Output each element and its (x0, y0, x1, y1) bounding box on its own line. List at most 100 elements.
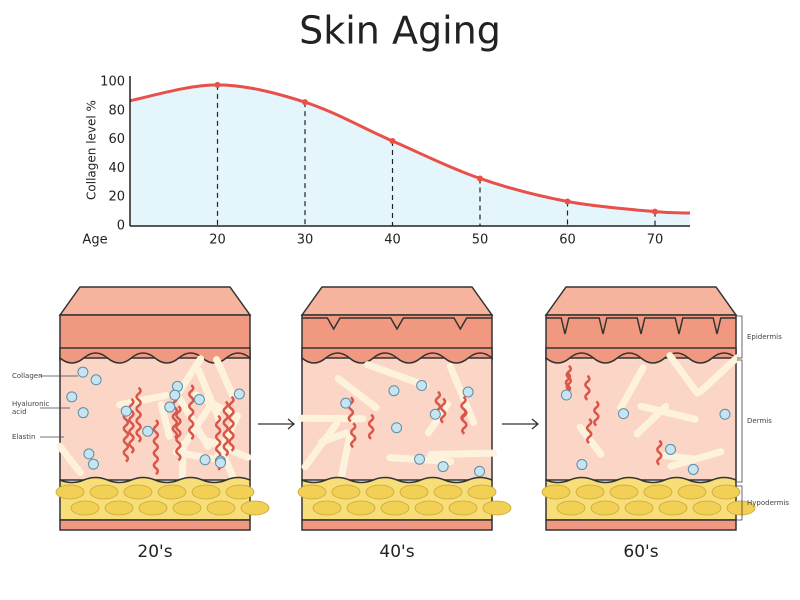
label: Elastin (12, 433, 35, 441)
arrow (502, 418, 540, 430)
collagen-fiber (116, 391, 170, 409)
fat-cell (609, 484, 639, 500)
fat-cell (658, 500, 688, 516)
base-layer (59, 519, 251, 531)
fat-cell (297, 484, 327, 500)
fat-cell (448, 500, 478, 516)
fat-cell (575, 484, 605, 500)
y-tick-label: 100 (100, 75, 125, 90)
elastin-fiber (222, 400, 229, 457)
fat-cell (399, 484, 429, 500)
hyaluronic-acid (77, 366, 89, 378)
hyaluronic-acid (164, 401, 176, 413)
fat-cell (380, 500, 410, 516)
point (564, 198, 571, 205)
fat-cell (331, 484, 361, 500)
x-tick-label: 50 (472, 233, 489, 248)
bracket (737, 359, 743, 483)
y-tick-label: 40 (108, 161, 125, 176)
fat-cell (55, 484, 85, 500)
panel-label: 60's (623, 542, 658, 562)
hyaluronic-acid (437, 461, 449, 473)
hyaluronic-acid (719, 408, 731, 420)
fat-cell (414, 500, 444, 516)
elastin-fiber (347, 396, 355, 423)
point (652, 208, 658, 215)
y-tick-label: 60 (108, 132, 125, 147)
collagen-fiber (364, 361, 430, 390)
collagen-fiber (202, 436, 252, 461)
fat-cell (711, 484, 741, 500)
x-tick-label: 30 (297, 233, 314, 248)
fat-cell (312, 500, 342, 516)
elastin-fiber (122, 406, 130, 463)
hyaluronic-acid (414, 453, 426, 465)
elastin-fiber (584, 374, 591, 401)
fat-cell (104, 500, 134, 516)
hyaluronic-acid (462, 386, 474, 398)
skin-panel: 20's (55, 286, 270, 562)
collagen-fiber (195, 366, 223, 424)
skin-panel: 60's (541, 286, 756, 562)
y-tick-label: 80 (108, 103, 125, 118)
label: Hypodermis (747, 499, 789, 507)
elastin-fiber (585, 417, 593, 444)
collagen-fiber (297, 414, 367, 423)
point (302, 99, 308, 106)
label: Dermis (747, 417, 772, 425)
point (477, 175, 483, 182)
x-axis-label: Age (82, 233, 107, 248)
surface-top (300, 286, 494, 316)
elastin-fiber (439, 397, 447, 424)
fat-cell (624, 500, 654, 516)
fat-cell (138, 500, 168, 516)
fat-cell (89, 484, 119, 500)
elastin-fiber (367, 413, 375, 440)
fat-cell (206, 500, 236, 516)
hyaluronic-acid (429, 408, 441, 420)
hyaluronic-acid (560, 389, 572, 401)
bracket (737, 315, 743, 359)
hyaluronic-acid (391, 422, 403, 434)
label: Hyaluronic (12, 400, 49, 408)
hyaluronic-acid (169, 389, 181, 401)
dermal-junction (545, 347, 737, 364)
hyaluronic-acid (90, 374, 102, 386)
fat-cell (225, 484, 255, 500)
bracket (737, 485, 743, 521)
y-axis-label: Collagen level % (85, 100, 99, 200)
collagen-fiber (446, 362, 478, 426)
collagen-fiber (213, 356, 236, 399)
wrinkle (302, 317, 492, 331)
wrinkle (546, 317, 736, 335)
fat-cell (346, 500, 376, 516)
hyaluronic-acid (665, 443, 677, 455)
fat-cell (240, 500, 270, 516)
collagen-fiber (178, 440, 188, 480)
hyaluronic-acid (120, 405, 132, 417)
chart: 0 20 40 60 80 100 20 30 40 50 60 70 Age Collagen leve… (82, 75, 691, 248)
hyaluronic-acid (193, 394, 205, 406)
collagen-fiber (334, 375, 380, 412)
fat-cell (123, 484, 153, 500)
arrow (258, 418, 296, 430)
y-tick-label: 20 (108, 190, 125, 205)
collagen-fiber (56, 442, 84, 477)
hyaluronic-acid (474, 465, 486, 477)
hyaluronic-acid (83, 448, 95, 460)
collagen-fiber (157, 400, 173, 440)
elastin-fiber (593, 400, 600, 427)
fat-cell (482, 500, 512, 516)
hyaluronic-acid (87, 458, 99, 470)
fat-cell (726, 500, 756, 516)
fat-cell (677, 484, 707, 500)
fat-cell (643, 484, 673, 500)
elastin-fiber (228, 395, 235, 452)
fat-cell (692, 500, 722, 516)
hyaluronic-acid (66, 391, 78, 403)
chart-title: Skin Aging (299, 9, 501, 53)
collagen-fiber (576, 423, 605, 458)
hyaluronic-acid (142, 425, 154, 437)
dermal-junction (301, 347, 493, 364)
